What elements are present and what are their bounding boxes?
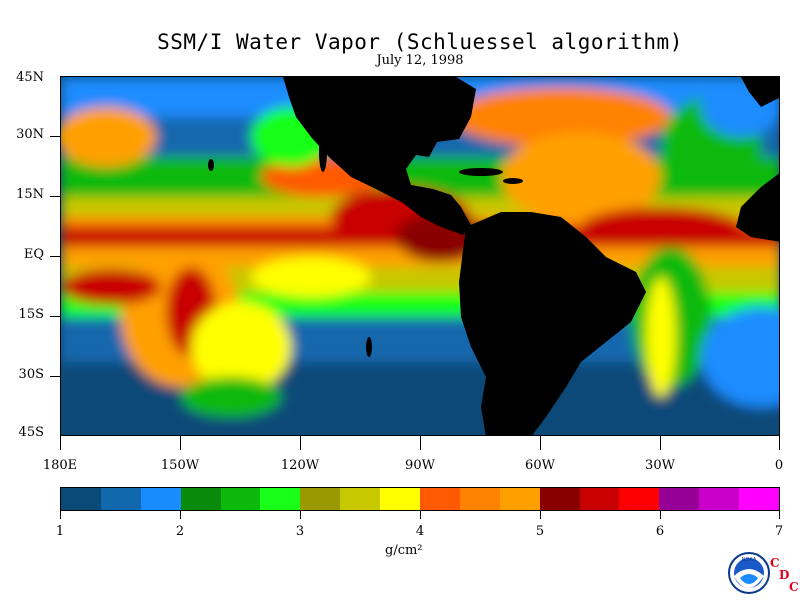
cdc-letter-d: D — [779, 568, 790, 582]
baja-california — [319, 132, 327, 172]
colorbar-segment — [340, 488, 381, 510]
colorbar-label-4: 4 — [415, 524, 425, 539]
map-subtitle-date: July 12, 1998 — [376, 53, 464, 68]
colorbar-tick — [779, 511, 780, 519]
lon-label-90w: 90W — [405, 458, 435, 473]
colorbar-segment — [579, 488, 620, 510]
cuba — [459, 168, 503, 176]
colorbar-segment — [739, 488, 780, 510]
colorbar-tick — [180, 511, 181, 519]
colorbar-segment — [659, 488, 700, 510]
lat-tick — [50, 376, 60, 377]
lon-tick — [660, 436, 661, 450]
water-vapor-field — [61, 77, 779, 435]
greenland-corner — [741, 77, 779, 107]
colorbar-label-1: 1 — [55, 524, 65, 539]
colorbar-label-6: 6 — [655, 524, 665, 539]
colorbar-segment — [220, 488, 261, 510]
colorbar-tick — [60, 511, 61, 519]
lon-label-120w: 120W — [280, 458, 320, 473]
colorbar-label-2: 2 — [175, 524, 185, 539]
lon-label-0: 0 — [774, 458, 784, 473]
hispaniola — [503, 178, 523, 184]
cdc-letter-c2: C — [789, 580, 799, 594]
colorbar-segment — [699, 488, 740, 510]
lat-tick — [50, 136, 60, 137]
lon-tick — [180, 436, 181, 450]
colorbar-label-5: 5 — [535, 524, 545, 539]
colorbar-segment — [459, 488, 500, 510]
lat-label-eq: EQ — [23, 247, 44, 262]
colorbar-unit: g/cm² — [385, 543, 423, 558]
colorbar-tick — [660, 511, 661, 519]
lon-tick — [779, 436, 780, 450]
colorbar-tick — [540, 511, 541, 519]
lat-tick — [50, 256, 60, 257]
lon-tick — [60, 436, 61, 450]
colorbar-segment — [499, 488, 540, 510]
lat-label-30n: 30N — [16, 127, 44, 142]
lon-tick — [420, 436, 421, 450]
colorbar-segment — [100, 488, 141, 510]
colorbar-label-3: 3 — [295, 524, 305, 539]
colorbar-segment — [420, 488, 460, 510]
colorbar-segment — [380, 488, 421, 510]
lat-label-30s: 30S — [18, 367, 44, 382]
map-title: SSM/I Water Vapor (Schluessel algorithm) — [157, 30, 683, 54]
colorbar-segment — [140, 488, 181, 510]
colorbar-label-7: 7 — [774, 524, 784, 539]
hawaii — [208, 159, 214, 171]
cdc-letter-c1: C — [770, 556, 780, 570]
colorbar-segment — [260, 488, 301, 510]
noaa-logo-text: NOAA — [742, 557, 757, 563]
lat-tick — [50, 196, 60, 197]
lon-label-180e: 180E — [42, 458, 78, 473]
lon-tick — [540, 436, 541, 450]
colorbar-segment — [619, 488, 660, 510]
lat-label-15n: 15N — [16, 187, 44, 202]
colorbar-segment — [180, 488, 221, 510]
lon-label-60w: 60W — [525, 458, 555, 473]
colorbar-segment — [300, 488, 341, 510]
lon-tick — [300, 436, 301, 450]
colorbar-segment — [61, 488, 101, 510]
galapagos — [366, 337, 372, 357]
colorbar-segment — [539, 488, 580, 510]
lat-label-45s: 45S — [18, 425, 44, 440]
south-america — [459, 212, 646, 435]
africa — [736, 173, 779, 242]
lon-label-150w: 150W — [160, 458, 200, 473]
noaa-logo-icon: NOAA — [728, 552, 770, 594]
water-vapor-map — [60, 76, 780, 436]
lat-tick — [50, 316, 60, 317]
colorbar — [60, 487, 780, 511]
colorbar-tick — [420, 511, 421, 519]
colorbar-tick — [300, 511, 301, 519]
lat-label-15s: 15S — [18, 307, 44, 322]
north-america — [283, 77, 476, 235]
lat-label-45n: 45N — [16, 70, 44, 85]
land-masses — [208, 77, 779, 435]
lon-label-30w: 30W — [645, 458, 675, 473]
